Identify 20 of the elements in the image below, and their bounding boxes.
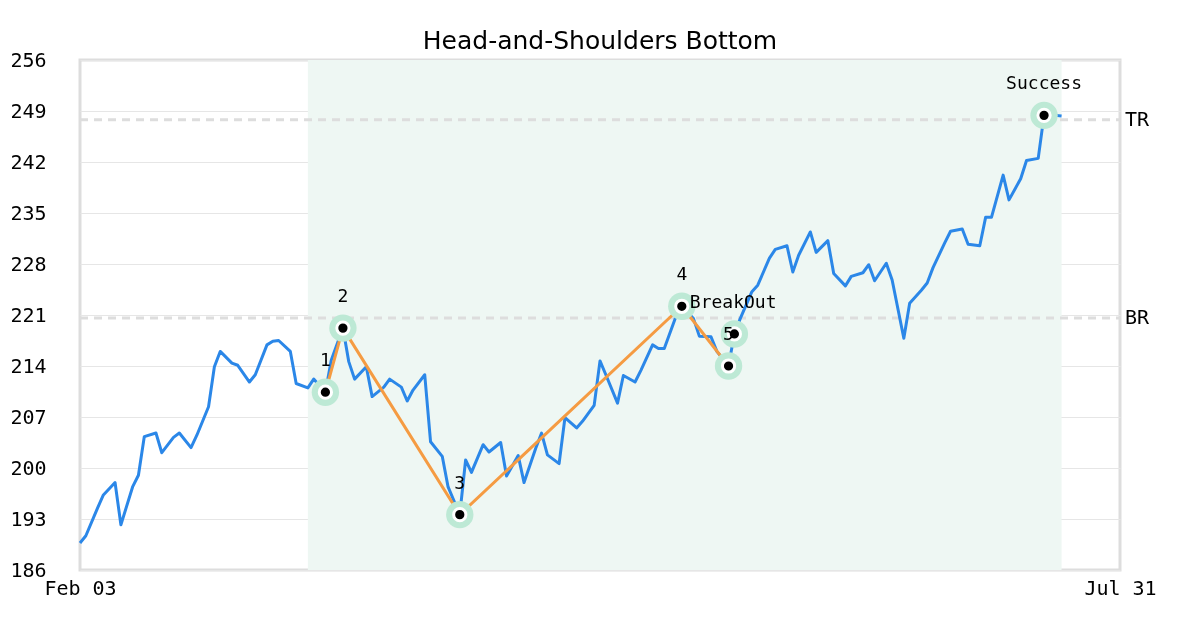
annotation: 1 <box>319 349 331 371</box>
ref-line-label: TR <box>1125 106 1151 131</box>
x-tick-label: Feb 03 <box>44 575 117 600</box>
ref-line-label: BR <box>1125 304 1151 329</box>
y-tick-label: 235 <box>10 200 47 225</box>
annotation: 2 <box>337 285 349 307</box>
y-tick-label: 256 <box>10 47 47 72</box>
y-tick-label: 242 <box>10 149 47 174</box>
y-tick-label: 228 <box>10 251 47 276</box>
y-tick-label: 221 <box>10 302 47 327</box>
y-tick-label: 207 <box>10 404 47 429</box>
y-tick-label: 193 <box>10 506 47 531</box>
y-tick-label: 249 <box>10 98 47 123</box>
annotation: Success <box>1006 72 1082 94</box>
y-tick-label: 214 <box>10 353 47 378</box>
chart-title: Head-and-Shoulders Bottom <box>422 26 778 55</box>
y-tick-label: 186 <box>10 557 47 582</box>
annotation: 4 <box>676 263 688 285</box>
x-tick-label: Jul 31 <box>1084 575 1157 600</box>
y-tick-label: 200 <box>10 455 47 480</box>
